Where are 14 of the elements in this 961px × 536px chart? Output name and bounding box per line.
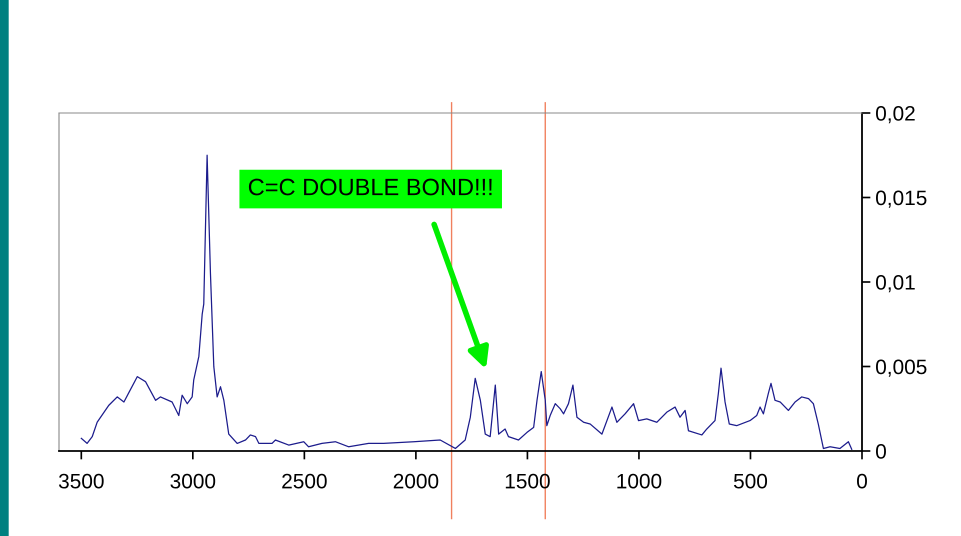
annotation: C=C DOUBLE BOND!!! bbox=[248, 178, 492, 196]
x-tick-label: 500 bbox=[734, 474, 768, 489]
x-tick-label: 2500 bbox=[282, 474, 327, 489]
y-tick-label: 0,01 bbox=[876, 275, 915, 292]
y-tick-label: 0,02 bbox=[876, 106, 915, 124]
line-series bbox=[80, 154, 852, 450]
x-tick-label: 2000 bbox=[394, 474, 438, 489]
x-tick-label: 3000 bbox=[170, 474, 216, 489]
y-tick-label: 0 bbox=[876, 444, 886, 459]
y-tick-label: 0,015 bbox=[876, 190, 926, 208]
x-tick-label: 1000 bbox=[617, 474, 662, 489]
y-tick-label: 0,005 bbox=[876, 360, 926, 377]
x-tick-label: 0 bbox=[857, 474, 867, 489]
x-tick-label: 3500 bbox=[58, 474, 104, 489]
